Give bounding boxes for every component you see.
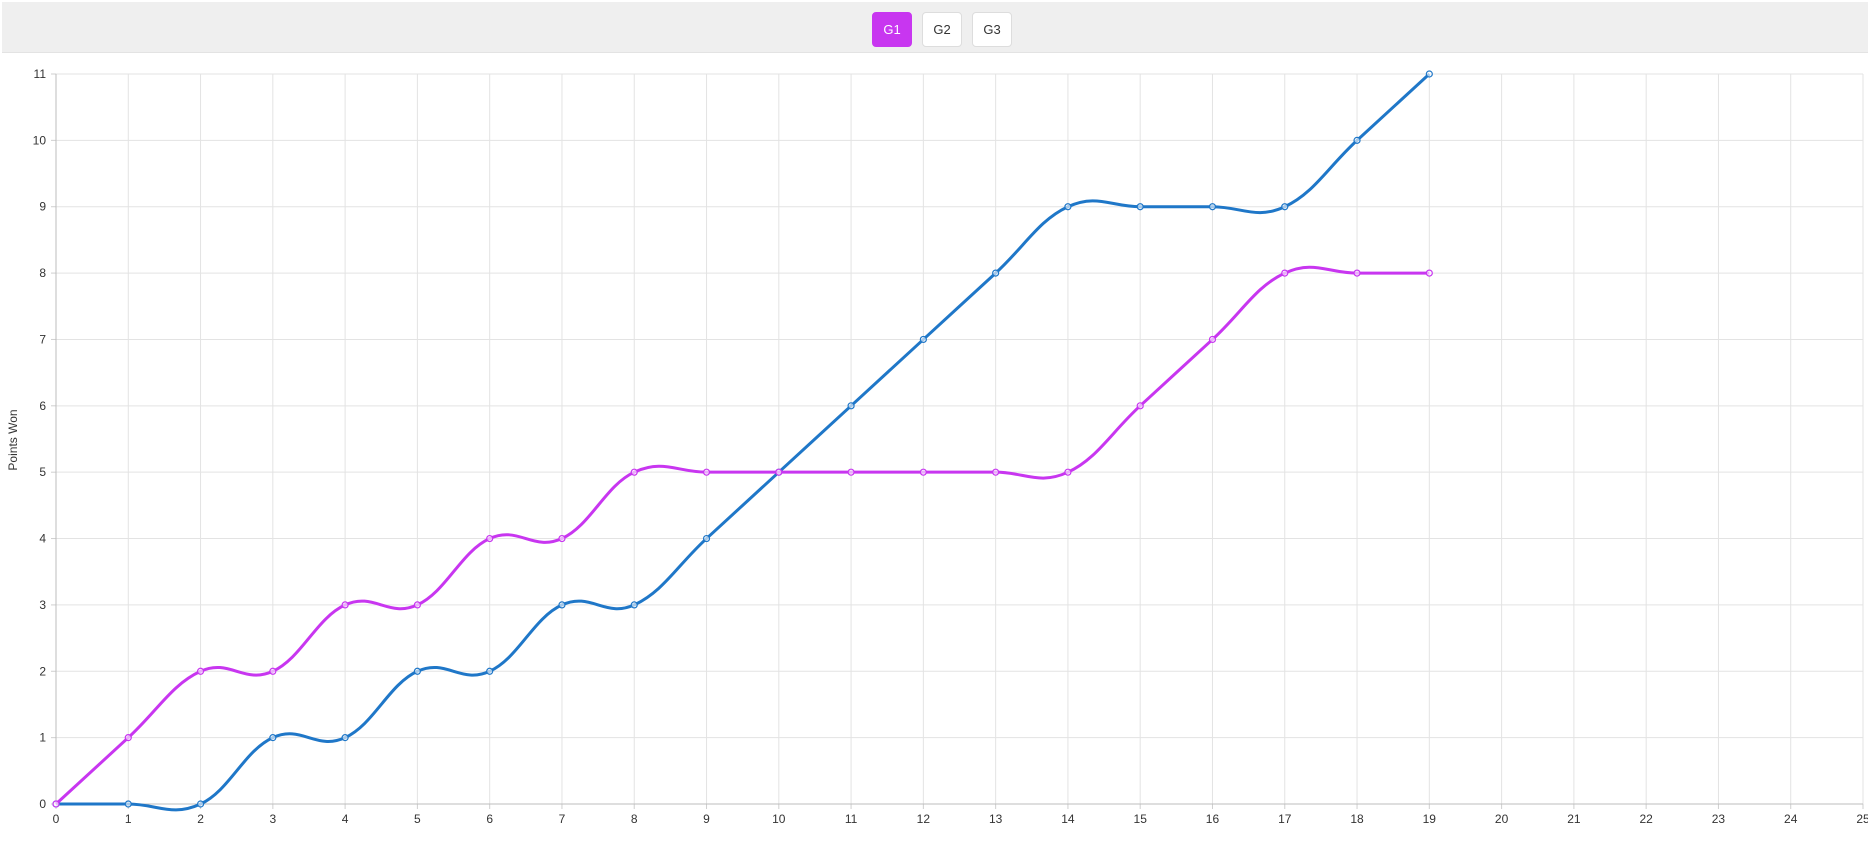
x-tick-label: 19: [1423, 812, 1437, 826]
x-tick-label: 25: [1856, 812, 1868, 826]
data-point-series-2[interactable]: [341, 601, 349, 609]
x-tick-label: 22: [1639, 812, 1653, 826]
x-tick-label: 9: [703, 812, 710, 826]
y-tick-label: 9: [39, 200, 46, 214]
tab-g1[interactable]: G1: [872, 12, 912, 47]
x-tick-label: 20: [1495, 812, 1509, 826]
x-tick-label: 14: [1061, 812, 1075, 826]
data-point-series-1[interactable]: [196, 800, 205, 808]
data-point-series-1[interactable]: [1353, 136, 1361, 144]
data-point-series-1[interactable]: [413, 667, 421, 675]
data-point-series-2[interactable]: [1425, 269, 1433, 277]
x-tick-label: 18: [1350, 812, 1364, 826]
tab-g3[interactable]: G3: [972, 12, 1012, 47]
x-tick-label: 17: [1278, 812, 1292, 826]
data-point-series-2[interactable]: [847, 468, 855, 476]
y-axis-label: Points Won: [6, 409, 20, 470]
chart-grid: [56, 73, 1864, 804]
y-tick-label: 8: [39, 266, 46, 280]
x-tick-label: 2: [197, 812, 204, 826]
data-point-series-2[interactable]: [1136, 402, 1144, 410]
data-point-series-1[interactable]: [1064, 203, 1072, 211]
x-tick-label: 6: [486, 812, 493, 826]
x-tick-label: 15: [1134, 812, 1148, 826]
data-point-series-1[interactable]: [1136, 203, 1144, 211]
data-point-series-2[interactable]: [413, 601, 421, 609]
x-tick-label: 23: [1712, 812, 1726, 826]
data-point-series-2[interactable]: [702, 468, 711, 476]
data-point-series-1[interactable]: [1281, 203, 1289, 211]
x-tick-label: 5: [414, 812, 421, 826]
series-line-2: [54, 265, 1430, 806]
x-tick-label: 7: [559, 812, 566, 826]
data-point-series-2[interactable]: [630, 468, 638, 476]
series-line-1: [56, 72, 1431, 812]
x-tick-label: 3: [269, 812, 276, 826]
game-selector-bar: G1 G2 G3: [2, 2, 1868, 53]
data-point-series-2[interactable]: [775, 468, 783, 476]
data-point-series-1[interactable]: [269, 734, 277, 742]
x-tick-label: 10: [772, 812, 786, 826]
data-point-series-2[interactable]: [1064, 468, 1072, 476]
data-point-series-1[interactable]: [847, 402, 855, 410]
data-point-series-1[interactable]: [919, 335, 927, 344]
data-point-series-1[interactable]: [558, 601, 566, 609]
data-point-series-1[interactable]: [630, 601, 638, 609]
y-tick-label: 7: [39, 332, 46, 346]
y-tick-label: 5: [39, 465, 46, 479]
data-point-series-1[interactable]: [341, 734, 349, 742]
game-tabs: G1 G2 G3: [872, 12, 1012, 47]
data-point-series-2[interactable]: [919, 468, 927, 476]
y-tick-label: 10: [33, 133, 47, 147]
y-tick-label: 2: [39, 664, 46, 678]
x-tick-label: 1: [125, 812, 132, 826]
data-point-series-2[interactable]: [52, 800, 60, 808]
data-point-series-2[interactable]: [124, 734, 132, 742]
x-tick-label: 12: [917, 812, 931, 826]
x-tick-label: 0: [53, 812, 60, 826]
data-point-series-1[interactable]: [702, 534, 711, 543]
data-point-series-2[interactable]: [992, 468, 1000, 476]
data-point-series-1[interactable]: [1425, 70, 1433, 78]
data-point-series-2[interactable]: [196, 667, 205, 675]
chart-axes: 0 1 2 3 4 5 6 7 8 9 10 11 12 13 14 15 16 17 18 19 20 21 22 23 24…: [33, 67, 1868, 826]
data-point-series-1[interactable]: [1208, 203, 1217, 211]
y-tick-label: 3: [39, 598, 46, 612]
x-tick-label: 8: [631, 812, 638, 826]
y-tick-label: 4: [39, 532, 46, 546]
x-tick-label: 4: [342, 812, 349, 826]
x-tick-label: 16: [1206, 812, 1220, 826]
data-point-series-1[interactable]: [486, 667, 494, 675]
data-point-series-1[interactable]: [124, 800, 132, 808]
x-tick-label: 21: [1567, 812, 1581, 826]
data-point-series-2[interactable]: [1208, 335, 1217, 344]
x-tick-label: 13: [989, 812, 1003, 826]
data-point-series-2[interactable]: [269, 667, 277, 675]
y-tick-label: 11: [34, 67, 47, 81]
tab-g2[interactable]: G2: [922, 12, 962, 47]
data-point-series-1[interactable]: [992, 269, 1000, 277]
y-tick-label: 1: [39, 731, 46, 745]
data-point-series-2[interactable]: [486, 534, 494, 543]
chart-series: [52, 70, 1433, 812]
y-tick-label: 0: [39, 797, 46, 811]
data-point-series-2[interactable]: [558, 534, 566, 543]
x-tick-label: 24: [1784, 812, 1798, 826]
data-point-series-2[interactable]: [1353, 269, 1361, 277]
y-tick-label: 6: [39, 399, 46, 413]
data-point-series-2[interactable]: [1281, 269, 1289, 277]
x-tick-label: 11: [845, 812, 858, 826]
